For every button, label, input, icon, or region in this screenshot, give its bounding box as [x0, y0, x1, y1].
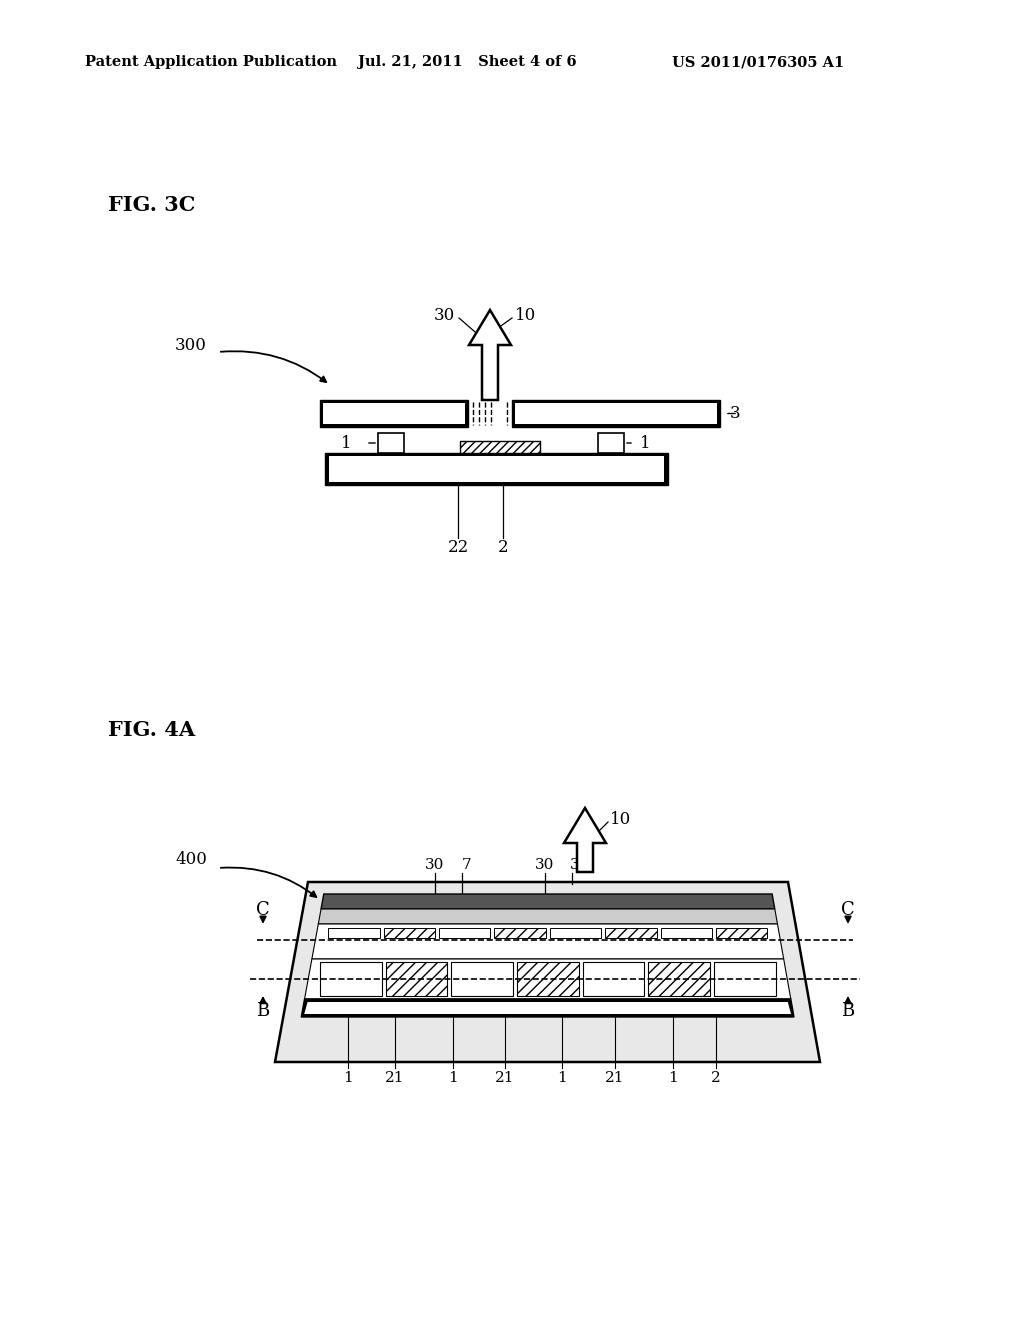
Text: FIG. 4A: FIG. 4A: [108, 719, 196, 741]
Polygon shape: [515, 403, 717, 424]
Text: US 2011/0176305 A1: US 2011/0176305 A1: [672, 55, 844, 69]
FancyArrow shape: [469, 310, 511, 400]
Polygon shape: [318, 909, 777, 924]
Polygon shape: [648, 962, 710, 997]
Text: 21: 21: [496, 1071, 515, 1085]
Polygon shape: [386, 962, 447, 997]
Text: 1: 1: [449, 1071, 458, 1085]
Text: 3: 3: [730, 405, 740, 422]
Text: 300: 300: [175, 337, 207, 354]
Text: 7: 7: [462, 858, 472, 873]
Polygon shape: [322, 894, 775, 909]
Text: Patent Application Publication: Patent Application Publication: [85, 55, 337, 69]
Text: 10: 10: [610, 812, 631, 829]
Text: 2: 2: [711, 1071, 721, 1085]
Text: C: C: [841, 900, 855, 919]
Polygon shape: [301, 999, 794, 1016]
Polygon shape: [460, 441, 540, 453]
Polygon shape: [304, 1002, 791, 1014]
Text: 30: 30: [536, 858, 555, 873]
Polygon shape: [714, 962, 776, 997]
Polygon shape: [329, 928, 380, 937]
Polygon shape: [495, 928, 546, 937]
Polygon shape: [605, 928, 656, 937]
Text: Jul. 21, 2011   Sheet 4 of 6: Jul. 21, 2011 Sheet 4 of 6: [358, 55, 577, 69]
Polygon shape: [512, 400, 720, 426]
Polygon shape: [660, 928, 712, 937]
Text: 1: 1: [341, 434, 352, 451]
Text: 1: 1: [557, 1071, 567, 1085]
Polygon shape: [323, 403, 465, 424]
Text: 22: 22: [447, 540, 469, 557]
Polygon shape: [319, 400, 468, 426]
Text: B: B: [256, 1002, 269, 1020]
Text: 3: 3: [570, 858, 580, 873]
Polygon shape: [319, 962, 382, 997]
Polygon shape: [329, 455, 664, 482]
Text: FIG. 3C: FIG. 3C: [108, 195, 196, 215]
Text: 2: 2: [498, 540, 508, 557]
FancyArrow shape: [564, 808, 606, 873]
Polygon shape: [312, 924, 783, 960]
Text: 400: 400: [175, 851, 207, 869]
Polygon shape: [517, 962, 579, 997]
Polygon shape: [325, 453, 668, 484]
Text: 1: 1: [668, 1071, 678, 1085]
Polygon shape: [304, 960, 791, 999]
Text: C: C: [256, 900, 270, 919]
Text: 30: 30: [434, 306, 455, 323]
Polygon shape: [439, 928, 490, 937]
Text: B: B: [842, 1002, 855, 1020]
Polygon shape: [598, 433, 624, 453]
Polygon shape: [384, 928, 435, 937]
Text: 30: 30: [425, 858, 444, 873]
Text: 1: 1: [640, 434, 650, 451]
Polygon shape: [550, 928, 601, 937]
Text: 21: 21: [385, 1071, 404, 1085]
Polygon shape: [583, 962, 644, 997]
Text: 21: 21: [605, 1071, 625, 1085]
Polygon shape: [275, 882, 820, 1063]
Polygon shape: [716, 928, 767, 937]
Polygon shape: [378, 433, 404, 453]
Text: 10: 10: [515, 306, 537, 323]
Polygon shape: [452, 962, 513, 997]
Text: 1: 1: [343, 1071, 353, 1085]
